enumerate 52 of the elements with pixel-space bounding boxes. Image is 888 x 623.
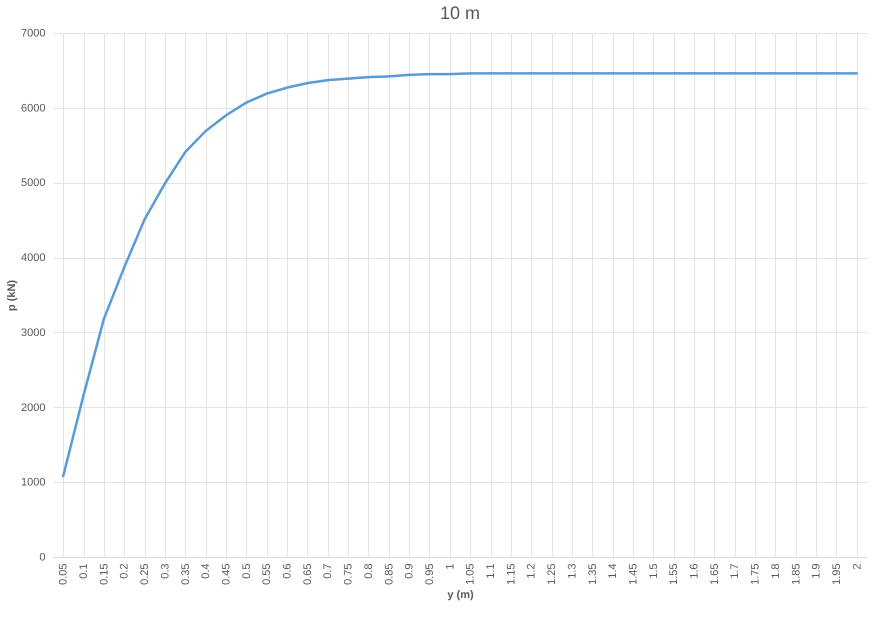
x-tick-label: 0.75: [342, 564, 355, 585]
x-tick-label: 1.55: [668, 564, 680, 585]
y-tick-label: 2000: [21, 402, 46, 414]
x-tick-label: 0.1: [78, 564, 90, 579]
x-axis-title: y (m): [447, 588, 474, 601]
y-tick-label: 7000: [21, 28, 46, 40]
x-tick-label: 1.35: [586, 564, 599, 585]
x-tick-label: 0.8: [362, 564, 375, 579]
y-tick-label: 1000: [21, 476, 46, 489]
x-tick-label: 1: [444, 564, 456, 570]
x-tick-label: 1.45: [627, 564, 640, 585]
y-tick-label: 4000: [21, 252, 46, 264]
x-tick-label: 1.8: [770, 564, 782, 579]
x-tick-label: 0.6: [282, 564, 294, 579]
x-tick-label: 1.4: [607, 564, 620, 579]
x-tick-label: 0.95: [424, 564, 436, 585]
y-tick-label: 6000: [21, 102, 46, 114]
x-tick-label: 0.3: [159, 564, 172, 579]
x-tick-label: 0.5: [240, 564, 253, 579]
x-tick-label: 0.65: [302, 564, 314, 585]
x-tick-label: 0.35: [180, 564, 192, 585]
x-tick-label: 1.1: [485, 564, 498, 579]
x-tick-label: 1.15: [505, 564, 518, 585]
x-tick-label: 1.7: [729, 564, 742, 579]
x-tick-label: 1.25: [546, 564, 558, 585]
line-series: [62, 72, 858, 478]
x-tick-label: 1.2: [526, 564, 538, 579]
x-tick-label: 0.7: [322, 564, 334, 579]
x-tick-label: 1.65: [708, 564, 721, 585]
x-tick-label: 2: [851, 564, 864, 570]
x-tick-label: 0.9: [404, 564, 416, 579]
x-tick-label: 1.85: [790, 564, 802, 585]
x-tick-label: 1.75: [750, 564, 762, 585]
y-tick-label: 5000: [21, 177, 46, 190]
x-tick-label: 0.55: [261, 564, 274, 585]
x-tick-label: 0.15: [98, 564, 110, 585]
y-tick-label: 0: [39, 552, 46, 564]
y-axis-title: p (kN): [6, 280, 18, 312]
x-tick-label: 0.2: [118, 564, 131, 579]
x-tick-label: 1.05: [464, 564, 477, 585]
x-tick-label: 0.85: [383, 564, 396, 585]
chart-title: 10 m: [440, 3, 480, 23]
x-tick-label: 0.4: [200, 564, 212, 579]
x-tick-label: 0.25: [139, 564, 152, 585]
x-tick-label: 1.3: [566, 564, 578, 579]
y-tick-label: 3000: [21, 326, 46, 339]
x-tick-label: 1.6: [688, 564, 701, 579]
x-tick-label: 0.05: [58, 564, 70, 585]
x-tick-label: 1.5: [648, 564, 660, 579]
x-tick-label: 1.95: [830, 564, 843, 585]
x-tick-label: 0.45: [220, 564, 232, 585]
x-tick-label: 1.9: [810, 564, 823, 579]
